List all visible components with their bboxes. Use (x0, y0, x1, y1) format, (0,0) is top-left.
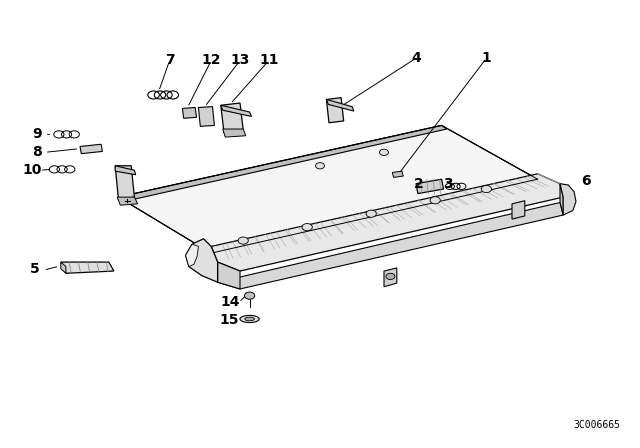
Text: 11: 11 (259, 53, 278, 68)
Text: 3C006665: 3C006665 (574, 420, 621, 430)
Circle shape (430, 197, 440, 204)
Text: 13: 13 (230, 53, 250, 68)
Polygon shape (186, 239, 218, 282)
Circle shape (386, 273, 395, 280)
Polygon shape (223, 129, 246, 137)
Polygon shape (211, 174, 563, 271)
Text: 1: 1 (481, 51, 492, 65)
Polygon shape (80, 144, 102, 154)
Polygon shape (560, 184, 576, 215)
Polygon shape (115, 166, 136, 175)
Polygon shape (61, 262, 114, 273)
Text: 10: 10 (22, 163, 42, 177)
Polygon shape (61, 262, 66, 273)
Text: 14: 14 (221, 295, 240, 310)
Polygon shape (221, 105, 252, 116)
Text: 2: 2 (414, 177, 424, 191)
Circle shape (302, 224, 312, 231)
Polygon shape (218, 262, 240, 289)
Text: 6: 6 (580, 174, 591, 189)
Polygon shape (384, 268, 397, 287)
Text: 15: 15 (220, 313, 239, 327)
Circle shape (366, 210, 376, 217)
Polygon shape (326, 99, 354, 111)
Polygon shape (118, 125, 538, 253)
Polygon shape (326, 98, 344, 123)
Text: 9: 9 (32, 127, 42, 142)
Text: 3: 3 (443, 177, 453, 191)
Text: 5: 5 (30, 262, 40, 276)
Text: 7: 7 (164, 53, 175, 68)
Polygon shape (182, 108, 196, 118)
Polygon shape (186, 244, 198, 267)
Polygon shape (198, 107, 214, 126)
Text: 12: 12 (202, 53, 221, 68)
Polygon shape (560, 184, 563, 215)
Circle shape (316, 163, 324, 169)
Text: 4: 4 (411, 51, 421, 65)
Polygon shape (512, 201, 525, 219)
Circle shape (244, 292, 255, 299)
Polygon shape (218, 202, 563, 289)
Ellipse shape (240, 315, 259, 323)
Polygon shape (115, 166, 134, 199)
Polygon shape (117, 197, 138, 205)
Polygon shape (416, 179, 444, 194)
Polygon shape (118, 125, 447, 202)
Circle shape (238, 237, 248, 244)
Circle shape (481, 185, 492, 193)
Ellipse shape (244, 317, 255, 321)
Text: 8: 8 (32, 145, 42, 159)
Circle shape (380, 149, 388, 155)
Polygon shape (221, 103, 243, 133)
Polygon shape (392, 171, 403, 177)
